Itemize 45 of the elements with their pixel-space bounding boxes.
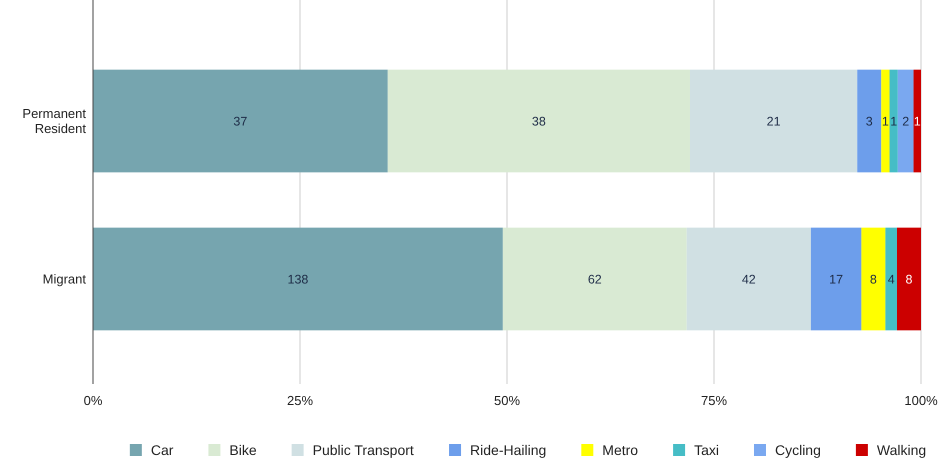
legend-label: Cycling bbox=[774, 442, 821, 458]
annotation: 3 bbox=[866, 114, 873, 128]
x-tick-label: 50% bbox=[494, 393, 520, 408]
y-tick-label: Migrant bbox=[42, 272, 86, 287]
bar bbox=[690, 70, 858, 172]
annotation: 1 bbox=[890, 114, 898, 128]
legend-label: Taxi bbox=[694, 442, 719, 458]
annotation: 1 bbox=[882, 114, 889, 128]
annotation: 138 bbox=[288, 272, 308, 286]
legend-label: Public Transport bbox=[312, 442, 414, 458]
x-tick-label: 25% bbox=[286, 393, 314, 408]
bar bbox=[881, 70, 890, 172]
annotation: 38 bbox=[532, 114, 546, 128]
bar bbox=[890, 70, 898, 172]
annotation: 2 bbox=[902, 114, 910, 128]
legend-label: Ride-Hailing bbox=[470, 442, 546, 458]
annotation: 4 bbox=[888, 272, 895, 286]
x-tick-label: 0% bbox=[84, 393, 103, 408]
legend-label: Metro bbox=[602, 442, 638, 458]
bar bbox=[914, 70, 921, 172]
y-tick-label: Permanent Resident bbox=[22, 106, 86, 136]
annotation: 37 bbox=[233, 114, 248, 128]
annotation: 42 bbox=[742, 272, 756, 286]
bar bbox=[896, 228, 921, 330]
bar bbox=[810, 228, 862, 330]
bar bbox=[502, 228, 687, 330]
annotation: 21 bbox=[766, 114, 781, 128]
bar bbox=[861, 228, 886, 330]
legend-label: Car bbox=[150, 442, 174, 458]
bar bbox=[93, 228, 503, 330]
bar bbox=[885, 228, 897, 330]
legend-label: Bike bbox=[229, 442, 257, 458]
bar bbox=[686, 228, 811, 330]
annotation: 8 bbox=[906, 272, 913, 286]
legend-label: Walking bbox=[876, 442, 926, 458]
x-tick-label: 100% bbox=[904, 393, 938, 408]
annotation: 1 bbox=[914, 114, 921, 128]
bar bbox=[898, 70, 914, 172]
annotation: 62 bbox=[588, 272, 602, 286]
bar bbox=[93, 70, 388, 172]
annotation: 8 bbox=[870, 272, 877, 286]
bar bbox=[857, 70, 882, 172]
annotation: 17 bbox=[829, 272, 844, 286]
x-tick-label: 75% bbox=[700, 393, 728, 408]
bar bbox=[388, 70, 690, 172]
